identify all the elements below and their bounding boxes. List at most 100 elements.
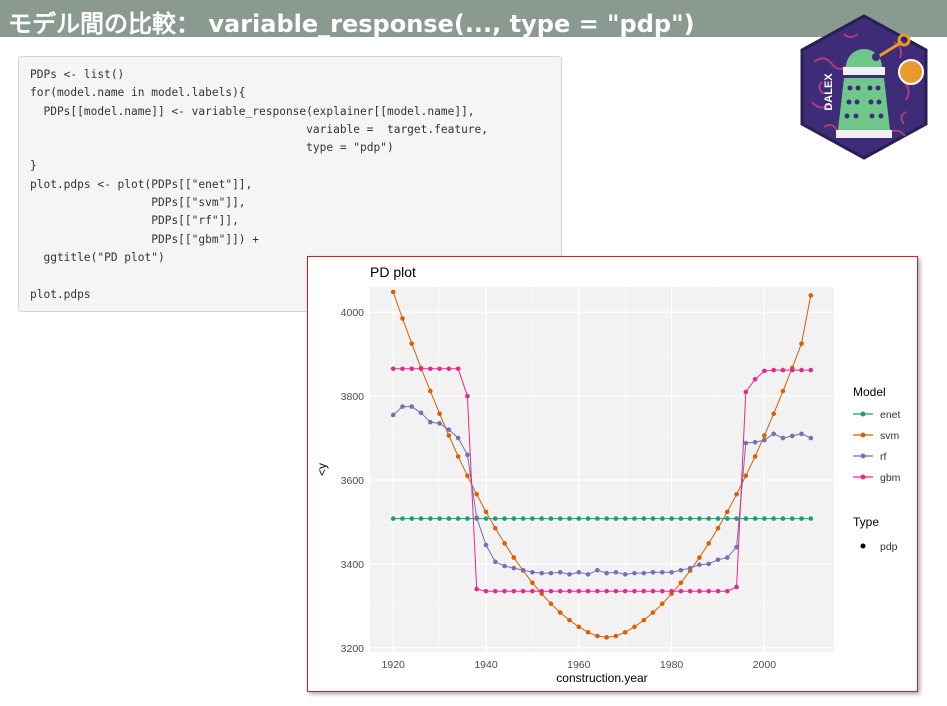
series-line-gbm — [393, 368, 811, 592]
series-point-rf — [585, 572, 591, 577]
code-line: for(model.name in model.labels){ — [30, 86, 246, 100]
series-point-svm — [650, 610, 656, 615]
series-point-enet — [585, 516, 591, 521]
series-point-rf — [734, 544, 739, 550]
series-point-svm — [715, 525, 721, 531]
series-point-rf — [557, 569, 563, 575]
series-point-svm — [465, 473, 470, 479]
series-point-gbm — [697, 588, 702, 594]
series-point-gbm — [660, 588, 665, 594]
series-point-svm — [409, 341, 415, 346]
series-point-svm — [808, 293, 814, 298]
pd-plot-chart: 1920 1940 1960 1980 2000 3200 3400 3600 3800 4000… — [307, 256, 918, 692]
series-point-gbm — [762, 368, 767, 374]
series-point-enet — [428, 516, 433, 521]
legend-key-point-rf — [860, 453, 866, 459]
series-point-svm — [660, 601, 665, 607]
series-point-gbm — [455, 366, 461, 372]
series-point-rf — [400, 404, 405, 409]
code-line: plot.pdps — [30, 287, 91, 301]
series-point-enet — [492, 516, 498, 521]
legend-model-title: Model — [853, 385, 886, 399]
slide-title-bar: モデル間の比較： variable_response(..., type = "… — [0, 0, 947, 38]
series-point-svm — [706, 541, 712, 546]
series-point-rf — [669, 569, 674, 575]
series-point-gbm — [474, 586, 480, 592]
series-point-gbm — [808, 367, 814, 373]
series-point-gbm — [613, 588, 619, 594]
legend-key-point-svm — [860, 432, 866, 438]
series-point-rf — [706, 561, 712, 567]
series-point-gbm — [390, 366, 396, 372]
series-point-enet — [530, 516, 535, 521]
series-point-enet — [641, 516, 647, 521]
series-point-gbm — [446, 366, 452, 372]
series-point-enet — [437, 516, 442, 521]
series-point-gbm — [752, 376, 758, 382]
series-point-gbm — [548, 588, 554, 594]
series-point-enet — [780, 516, 786, 521]
series-point-gbm — [483, 588, 489, 594]
legend-entry-pdp: pdp — [880, 541, 898, 553]
series-point-svm — [492, 525, 498, 531]
series-point-gbm — [669, 588, 674, 594]
series-point-enet — [762, 516, 767, 521]
code-line: PDPs[["rf"]], — [30, 214, 239, 228]
legend-type-title: Type — [853, 515, 879, 529]
series-point-rf — [455, 435, 461, 441]
series-point-svm — [734, 491, 739, 497]
series-point-enet — [715, 516, 721, 521]
series-point-enet — [418, 516, 424, 521]
series-point-rf — [446, 427, 452, 432]
series-point-svm — [724, 509, 730, 515]
series-point-rf — [724, 555, 730, 560]
legend-key-point-enet — [860, 411, 866, 417]
series-point-rf — [604, 570, 609, 576]
series-point-rf — [678, 567, 684, 573]
series-point-rf — [780, 435, 786, 441]
series-point-enet — [567, 516, 572, 521]
series-point-rf — [771, 431, 776, 437]
series-point-enet — [446, 516, 452, 521]
series-point-svm — [437, 411, 442, 417]
series-point-rf — [474, 515, 480, 521]
series-point-enet — [502, 516, 507, 521]
series-point-rf — [418, 410, 424, 416]
series-point-enet — [483, 516, 489, 521]
code-line: type = "pdp") — [30, 141, 394, 155]
code-line: PDPs[["gbm"]]) + — [30, 232, 260, 246]
series-point-svm — [567, 617, 572, 623]
x-tick-label: 1960 — [567, 659, 591, 671]
series-point-rf — [752, 439, 758, 445]
series-point-enet — [595, 516, 600, 521]
series-point-gbm — [418, 366, 424, 372]
series-point-enet — [678, 516, 684, 521]
series-point-gbm — [409, 366, 415, 372]
series-point-svm — [446, 433, 452, 438]
series-point-rf — [465, 452, 470, 458]
series-point-enet — [409, 516, 415, 521]
series-point-gbm — [706, 588, 712, 594]
series-point-gbm — [678, 588, 684, 594]
series-point-svm — [428, 388, 433, 394]
series-point-rf — [650, 569, 656, 575]
series-point-rf — [428, 419, 433, 425]
series-point-enet — [539, 516, 544, 521]
series-point-gbm — [465, 393, 470, 399]
series-point-gbm — [520, 588, 526, 594]
series-point-rf — [799, 431, 804, 437]
logo-text: DALEX — [823, 73, 835, 111]
series-point-enet — [576, 516, 582, 521]
series-point-gbm — [428, 366, 433, 372]
series-point-gbm — [687, 588, 693, 594]
series-point-svm — [752, 454, 758, 459]
series-point-rf — [632, 570, 637, 576]
code-text: PDPs <- list() for(model.name in model.l… — [30, 66, 488, 304]
series-point-svm — [622, 629, 628, 635]
series-point-enet — [400, 516, 405, 521]
series-point-rf — [576, 569, 582, 575]
series-point-rf — [511, 565, 517, 571]
series-point-rf — [808, 435, 814, 441]
series-point-enet — [511, 516, 517, 521]
series-point-svm — [511, 555, 517, 560]
